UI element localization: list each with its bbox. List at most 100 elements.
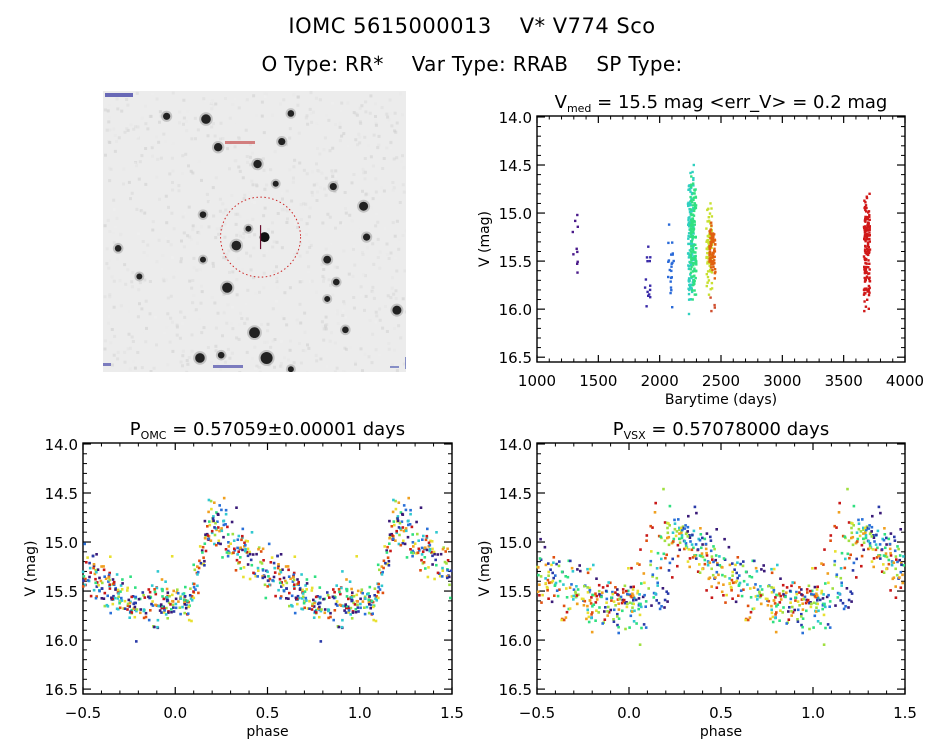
data-point: [880, 570, 884, 573]
data-point: [632, 620, 636, 623]
noise-speckle: [185, 370, 189, 372]
noise-speckle: [374, 115, 377, 118]
data-point: [649, 524, 652, 528]
data-point: [332, 618, 335, 622]
data-point: [863, 230, 867, 233]
data-point: [868, 280, 872, 283]
data-point: [293, 555, 297, 558]
noise-speckle: [299, 361, 303, 365]
data-point: [791, 581, 794, 584]
data-point: [144, 611, 148, 615]
data-point: [711, 237, 715, 240]
noise-speckle: [299, 241, 302, 245]
noise-speckle: [182, 98, 186, 102]
data-point: [121, 578, 124, 581]
noise-speckle: [129, 123, 133, 127]
noise-speckle: [260, 114, 264, 118]
data-point: [119, 600, 122, 603]
data-point: [900, 563, 903, 567]
y-tick-label: 14.5: [499, 485, 532, 503]
data-point: [246, 563, 250, 566]
data-point: [705, 239, 709, 242]
x-tick-label: 1.5: [440, 704, 464, 722]
star: [392, 305, 402, 315]
noise-speckle: [385, 253, 389, 257]
noise-speckle: [252, 246, 256, 250]
data-point: [801, 602, 804, 605]
noise-speckle: [317, 170, 321, 173]
data-point: [833, 524, 836, 528]
data-point: [687, 265, 691, 268]
data-point: [866, 290, 869, 293]
data-point: [659, 535, 663, 538]
data-point: [631, 606, 634, 609]
data-point: [815, 592, 818, 596]
noise-speckle: [172, 227, 176, 231]
data-point: [380, 565, 384, 568]
data-point: [183, 603, 187, 606]
noise-speckle: [253, 233, 257, 237]
noise-speckle: [331, 172, 335, 176]
data-point: [673, 522, 677, 525]
data-point: [867, 210, 871, 213]
data-point: [111, 602, 115, 606]
data-point: [688, 242, 691, 246]
data-point: [770, 567, 773, 571]
data-point: [655, 576, 659, 580]
data-point: [709, 202, 712, 205]
noise-speckle: [273, 150, 277, 154]
noise-speckle: [292, 93, 296, 97]
data-point: [636, 591, 639, 595]
noise-speckle: [122, 167, 126, 171]
data-point: [117, 595, 120, 598]
data-point: [444, 550, 447, 553]
data-point: [291, 580, 295, 583]
data-point: [767, 599, 771, 603]
data-point: [148, 596, 151, 600]
data-point: [259, 560, 262, 564]
data-point: [163, 607, 166, 611]
data-point: [345, 595, 349, 598]
noise-speckle: [315, 190, 319, 194]
noise-speckle: [342, 300, 346, 304]
data-point: [863, 270, 867, 273]
noise-speckle: [342, 349, 346, 353]
data-point: [624, 627, 627, 631]
data-point: [834, 550, 837, 553]
data-point: [272, 561, 276, 565]
data-point: [153, 588, 156, 591]
data-point: [864, 208, 867, 212]
noise-speckle: [222, 256, 226, 260]
noise-speckle: [192, 266, 196, 270]
noise-speckle: [157, 140, 161, 144]
data-point: [107, 573, 111, 577]
noise-speckle: [164, 194, 168, 198]
data-point: [648, 288, 652, 292]
noise-speckle: [322, 279, 325, 283]
noise-speckle: [401, 183, 405, 187]
data-point: [340, 625, 344, 629]
data-point: [844, 557, 847, 561]
noise-speckle: [211, 103, 215, 107]
data-point: [706, 563, 710, 567]
data-point: [775, 605, 778, 608]
noise-speckle: [103, 108, 107, 112]
data-point: [864, 251, 867, 254]
noise-speckle: [165, 221, 169, 225]
data-point: [389, 549, 392, 553]
data-point: [709, 288, 712, 291]
noise-speckle: [235, 123, 239, 127]
noise-speckle: [322, 276, 326, 280]
noise-speckle: [228, 270, 231, 274]
data-point: [867, 266, 870, 269]
noise-speckle: [376, 146, 380, 150]
noise-speckle: [387, 341, 391, 345]
data-point: [870, 535, 874, 538]
noise-speckle: [107, 315, 111, 318]
noise-speckle: [392, 186, 396, 190]
noise-speckle: [149, 370, 153, 372]
noise-speckle: [228, 167, 231, 171]
noise-speckle: [334, 226, 337, 230]
noise-speckle: [182, 116, 186, 120]
noise-speckle: [305, 172, 309, 176]
